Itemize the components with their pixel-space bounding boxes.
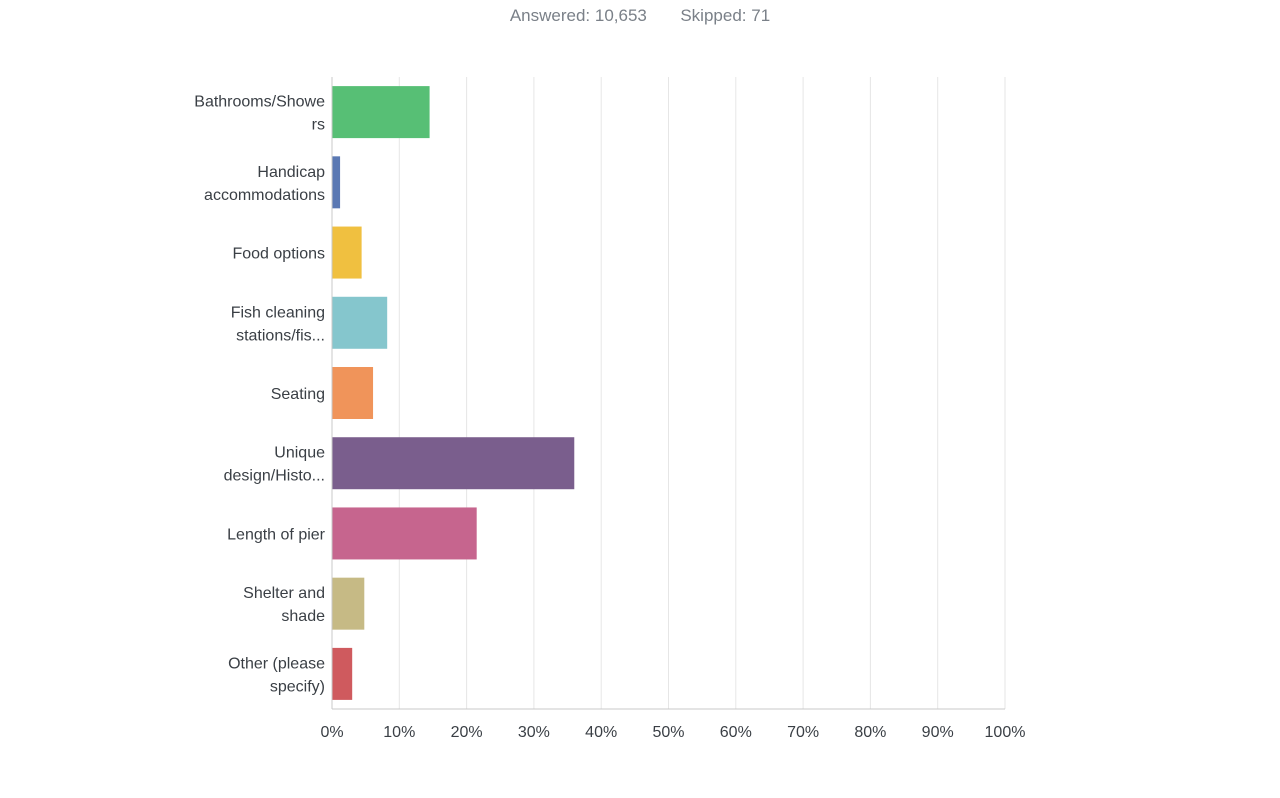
- category-label: Other (please specify): [228, 655, 325, 695]
- category-label: Length of pier: [227, 526, 326, 543]
- bar: [332, 156, 341, 209]
- x-tick-label: 0%: [320, 724, 343, 741]
- category-label-line: Fish cleaning: [231, 304, 325, 321]
- bar: [332, 226, 362, 279]
- category-label-line: shade: [281, 608, 325, 625]
- x-tick-label: 50%: [652, 724, 684, 741]
- category-label-line: Food options: [232, 246, 325, 263]
- category-label-line: specify): [270, 678, 325, 695]
- answered-value: 10,653: [594, 6, 647, 25]
- category-label: Unique design/Histo...: [224, 445, 325, 485]
- x-tick-label: 70%: [787, 724, 819, 741]
- category-label-line: Bathrooms/Showe: [194, 94, 325, 111]
- category-label-line: Unique: [274, 445, 325, 462]
- category-label-line: accommodations: [204, 187, 325, 204]
- x-tick-label: 10%: [383, 724, 415, 741]
- bar: [332, 437, 575, 490]
- category-label-line: Length of pier: [227, 526, 326, 543]
- category-label: Fish cleaning stations/fis...: [231, 304, 325, 344]
- bar: [332, 647, 353, 700]
- x-tick-label: 100%: [985, 724, 1026, 741]
- bar: [332, 86, 430, 139]
- response-summary: Answered: 10,653 Skipped: 71: [0, 6, 1280, 26]
- category-label-line: design/Histo...: [224, 468, 325, 485]
- x-tick-label: 40%: [585, 724, 617, 741]
- bar: [332, 367, 374, 419]
- x-tick-label: 90%: [922, 724, 954, 741]
- category-label-line: stations/fis...: [236, 327, 325, 344]
- bar: [332, 577, 365, 630]
- category-label: Handicap accommodations: [204, 164, 325, 204]
- category-label-line: Seating: [271, 386, 325, 403]
- category-label-line: rs: [312, 117, 325, 134]
- category-label-line: Other (please: [228, 655, 325, 672]
- skipped-label: Skipped:: [680, 6, 747, 25]
- category-label: Food options: [232, 246, 325, 263]
- category-label: Seating: [271, 386, 325, 403]
- category-label-line: Handicap: [257, 164, 325, 181]
- x-tick-label: 60%: [720, 724, 752, 741]
- skipped-value: 71: [751, 6, 771, 25]
- bar: [332, 507, 477, 560]
- category-label: Bathrooms/Showe rs: [194, 94, 325, 134]
- x-tick-label: 30%: [518, 724, 550, 741]
- x-tick-label: 80%: [854, 724, 886, 741]
- answered-label: Answered:: [509, 6, 591, 25]
- category-label-line: Shelter and: [243, 585, 325, 602]
- x-tick-label: 20%: [451, 724, 483, 741]
- category-label: Shelter and shade: [243, 585, 325, 625]
- bar: [332, 296, 388, 349]
